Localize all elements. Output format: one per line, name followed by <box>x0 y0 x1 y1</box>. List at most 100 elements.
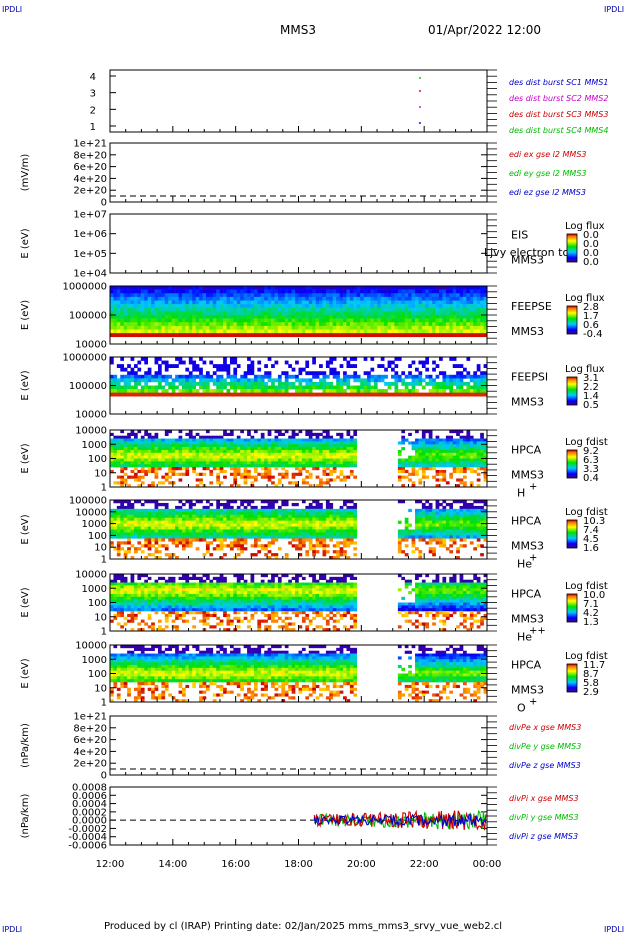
feepse-spectrogram-cell <box>305 325 310 330</box>
hpca_he-spectrogram-cell <box>274 514 279 518</box>
hpca_he-spectrogram-cell <box>339 532 344 536</box>
hpca_he-spectrogram-cell <box>281 500 286 504</box>
hpca_h-spectrogram-cell <box>271 444 275 448</box>
hpca_h-spectrogram-cell <box>322 458 327 462</box>
hpca_h-spectrogram-cell <box>449 464 454 468</box>
feepsi-spectrogram-cell <box>459 385 464 390</box>
hpca_he-spectrogram-cell <box>216 538 220 542</box>
hpca_h-spectrogram-cell <box>432 441 436 445</box>
feepse-spectrogram-cell <box>380 322 385 327</box>
feepse-spectrogram-cell <box>205 311 210 316</box>
hpca_h-spectrogram-cell <box>147 455 152 459</box>
hpca_he-spectrogram-cell <box>260 529 265 533</box>
feepse-spectrogram-cell <box>175 329 179 334</box>
feepse-spectrogram-cell <box>476 318 481 323</box>
hpca_h-spectrogram-cell <box>291 475 296 479</box>
feepse-spectrogram-cell <box>370 307 375 312</box>
hpca_he-spectrogram-cell <box>315 517 320 521</box>
feepse-spectrogram-cell <box>325 286 330 290</box>
hpca_h-spectrogram-cell <box>411 461 416 465</box>
hpca_h-spectrogram-cell <box>476 441 481 445</box>
hpca_h-spectrogram-cell <box>250 438 255 442</box>
hpca_h-spectrogram-cell <box>298 438 303 442</box>
hpca_h-spectrogram-cell <box>274 444 279 448</box>
feepse-spectrogram-cell <box>178 322 183 327</box>
feepse-spectrogram-cell <box>329 307 334 312</box>
feepse-spectrogram-cell <box>281 315 286 319</box>
hpca_h-spectrogram-cell <box>192 435 196 439</box>
hpca_he-spectrogram-cell <box>212 529 217 533</box>
hpca_he-spectrogram-cell <box>325 517 330 521</box>
feepse-spectrogram-cell <box>192 325 196 330</box>
hpca_he-spectrogram-cell <box>209 517 214 521</box>
feepse-spectrogram-cell <box>466 289 471 294</box>
feepse-spectrogram-cell <box>476 307 481 312</box>
hpca_h-spectrogram-cell <box>154 472 159 476</box>
feepsi-spectrogram-cell <box>298 381 303 386</box>
hpca_h-spectrogram-cell <box>151 464 155 468</box>
hpca_he-spectrogram-cell <box>240 520 244 524</box>
hpca_h-spectrogram-cell <box>442 455 447 459</box>
feepsi-spectrogram-cell <box>229 385 234 390</box>
hpca_h-spectrogram-cell <box>154 452 159 456</box>
hpca_he-spectrogram-cell <box>178 535 183 539</box>
feepsi-spectrogram-cell <box>346 381 351 386</box>
feepse-spectrogram-cell <box>343 322 347 327</box>
feepsi-spectrogram-cell <box>127 364 131 368</box>
feepse-spectrogram-cell <box>483 304 488 309</box>
feepse-spectrogram-cell <box>168 318 172 323</box>
feepsi-spectrogram-cell <box>332 374 337 379</box>
hpca_he-spectrogram-cell <box>295 535 299 539</box>
feepsi-spectrogram-cell <box>130 385 135 390</box>
hpca_h-spectrogram-cell <box>353 438 358 442</box>
feepse-ytick-label: 1000000 <box>62 282 107 293</box>
feepsi-spectrogram-cell <box>233 357 238 361</box>
feepse-spectrogram-cell <box>373 307 378 312</box>
feepse-spectrogram-cell <box>192 296 196 301</box>
feepsi-spectrogram-cell <box>144 378 148 383</box>
feepse-spectrogram-cell <box>240 311 244 316</box>
hpca_he-spectrogram-cell <box>260 526 265 530</box>
hpca_h-spectrogram-cell <box>415 449 419 454</box>
hpca_he-spectrogram-cell <box>274 508 279 513</box>
feepse-spectrogram-cell <box>391 307 395 312</box>
hpca_h-spectrogram-cell <box>308 441 313 445</box>
hpca_h-spectrogram-cell <box>473 464 478 468</box>
hpca_he-spectrogram-cell <box>164 511 169 516</box>
hpca_h-spectrogram-cell <box>421 441 426 445</box>
hpca_h-spectrogram-cell <box>312 464 316 468</box>
hpca_h-spectrogram-cell <box>432 458 436 462</box>
hpca_he-spectrogram-cell <box>113 523 118 527</box>
feepse-spectrogram-cell <box>226 322 231 327</box>
feepse-spectrogram-cell <box>432 304 436 309</box>
hpca_h-spectrogram-cell <box>133 461 138 465</box>
feepse-spectrogram-cell <box>175 304 179 309</box>
hpca_h-spectrogram-cell <box>116 435 121 439</box>
feepsi-spectrogram-cell <box>161 389 166 393</box>
hpca_h-spectrogram-cell <box>336 458 340 462</box>
feepse-spectrogram-cell <box>480 325 484 330</box>
hpca_h-spectrogram-cell <box>140 435 145 439</box>
feepse-spectrogram-cell <box>120 325 125 330</box>
hpca_h-spectrogram-cell <box>336 438 340 442</box>
feepsi-spectrogram-cell <box>312 360 316 365</box>
hpca_he-spectrogram-cell <box>315 541 320 545</box>
hpca_h-spectrogram-cell <box>483 475 488 479</box>
feepsi-spectrogram-cell <box>456 364 460 368</box>
feepsi-spectrogram-cell <box>281 371 286 376</box>
hpca_he-spectrogram-cell <box>267 514 272 518</box>
hpca_he-spectrogram-cell <box>308 508 313 513</box>
hpca_h-spectrogram-cell <box>301 441 306 445</box>
feepse-spectrogram-cell <box>277 329 282 334</box>
feepsi-spectrogram-cell <box>178 389 183 393</box>
hpca_h-spectrogram-cell <box>291 438 296 442</box>
feepse-spectrogram-cell <box>171 322 176 327</box>
hpca_h-spectrogram-cell <box>277 455 282 459</box>
feepse-spectrogram-cell <box>456 329 460 334</box>
hpca_he-spectrogram-cell <box>192 532 196 536</box>
hpca_he-spectrogram-cell <box>171 532 176 536</box>
feepse-spectrogram-cell <box>205 286 210 290</box>
feepsi-spectrogram-cell <box>185 378 190 383</box>
feepsi-spectrogram-cell <box>154 374 159 379</box>
feepsi-spectrogram-cell <box>267 357 272 361</box>
